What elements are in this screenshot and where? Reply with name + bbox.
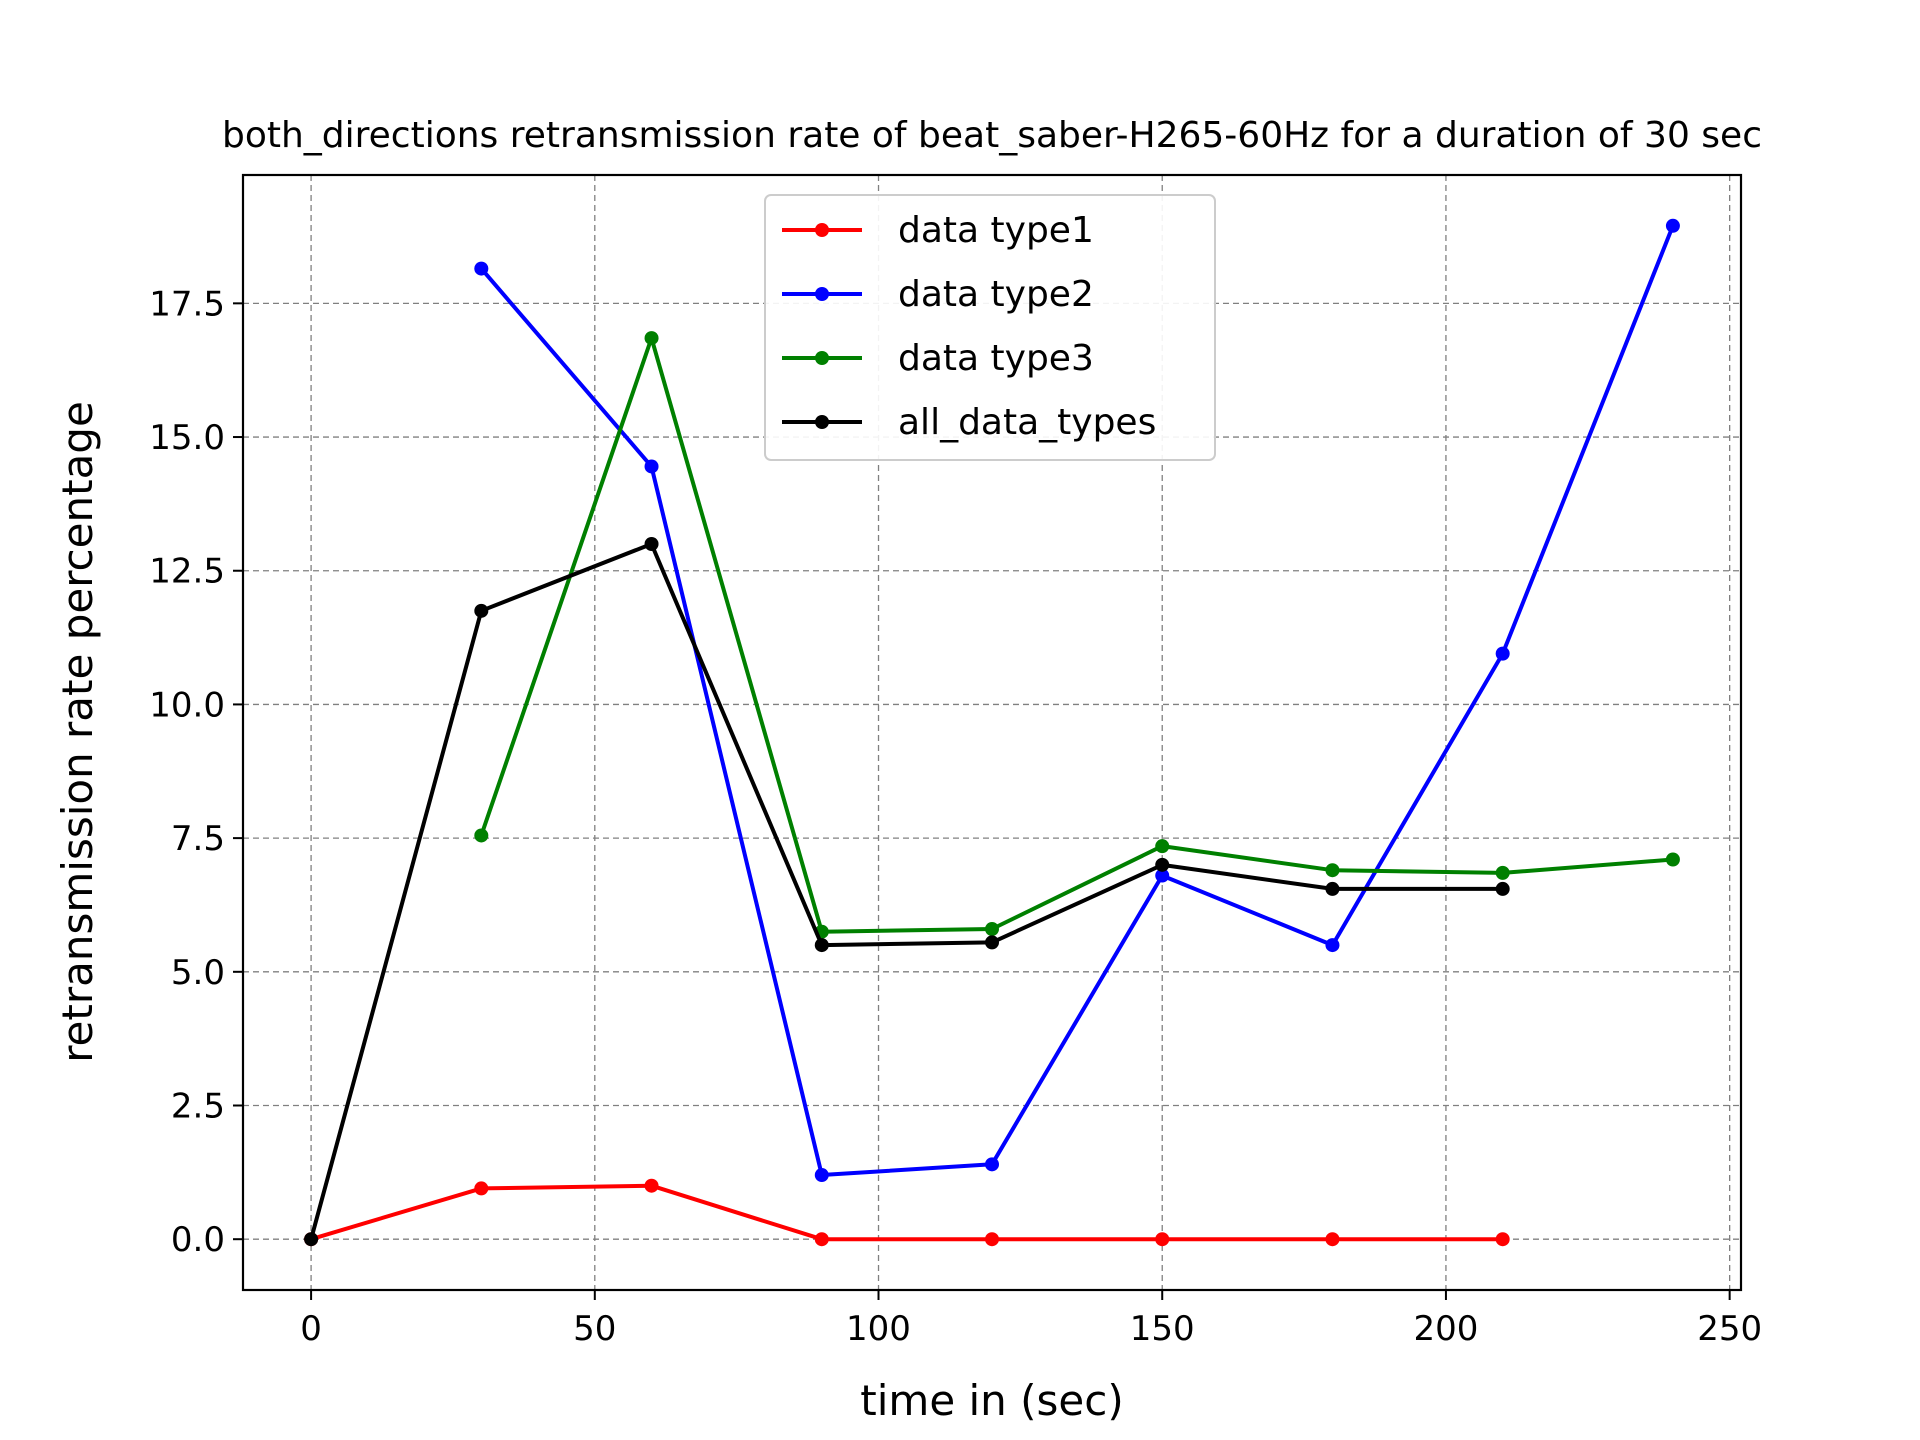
legend-item: data type2: [782, 274, 1094, 315]
legend-item: all_data_types: [782, 402, 1156, 443]
y-tick-label: 12.5: [149, 552, 225, 592]
y-tick-label: 17.5: [149, 284, 225, 324]
data-point: [1665, 218, 1680, 233]
series-line: [309, 542, 1503, 1240]
chart-title: both_directions retransmission rate of b…: [222, 115, 1762, 156]
data-point: [474, 603, 489, 618]
legend-label: all_data_types: [898, 402, 1156, 443]
data-point: [304, 1232, 319, 1247]
data-point: [985, 1157, 999, 1172]
data-point: [1155, 839, 1170, 854]
data-point: [1325, 863, 1340, 878]
plot-frame: [241, 173, 1743, 1292]
x-tick-label: 100: [846, 1309, 911, 1349]
legend-swatch-marker: [815, 351, 829, 365]
y-tick-label: 10.0: [149, 685, 225, 725]
series-data-type1: [304, 1178, 1510, 1247]
data-point: [1495, 1232, 1510, 1247]
data-point: [1155, 868, 1170, 883]
legend: data type1 data type2 data type3 all_data_t…: [764, 194, 1216, 461]
data-point: [644, 536, 659, 551]
legend-box: [764, 194, 1216, 461]
x-tick-label: 50: [573, 1309, 616, 1349]
data-point: [1325, 881, 1340, 896]
series-line: [479, 336, 1674, 934]
series-line: [479, 225, 1675, 1177]
data-point: [1325, 938, 1340, 953]
axis-ticks: 0 50 100 150 200 250 0.0 2.5 5.0 7.5 10.0 12.5 15.0 1…: [149, 284, 1762, 1349]
data-point: [1665, 852, 1680, 867]
data-point: [814, 1232, 829, 1247]
legend-item: data type3: [782, 338, 1094, 379]
series-data-type2: [474, 218, 1680, 1183]
y-tick-label: 15.0: [149, 418, 225, 458]
data-point: [1495, 881, 1510, 896]
legend-swatch-marker: [815, 287, 829, 301]
data-point: [474, 261, 489, 276]
data-point: [985, 1232, 999, 1247]
y-tick-label: 2.5: [171, 1087, 225, 1127]
y-tick-label: 0.0: [171, 1220, 225, 1260]
data-point: [644, 459, 659, 474]
series-lines: [304, 218, 1680, 1247]
data-point: [474, 1181, 489, 1196]
y-tick-label: 5.0: [171, 953, 225, 993]
data-point: [474, 828, 489, 843]
y-axis-label: retransmission rate percentage: [53, 401, 102, 1063]
data-point: [644, 1178, 659, 1193]
legend-item: data type1: [782, 210, 1094, 251]
data-point: [1155, 857, 1170, 872]
x-axis-label: time in (sec): [860, 1376, 1123, 1425]
legend-label: data type2: [898, 274, 1094, 315]
series-all-data-types: [304, 536, 1510, 1247]
data-point: [1495, 646, 1510, 661]
x-tick-label: 0: [300, 1309, 322, 1349]
data-point: [814, 938, 829, 953]
data-point: [1325, 1232, 1340, 1247]
legend-swatch-marker: [815, 223, 829, 237]
data-point: [814, 1168, 829, 1183]
data-point: [644, 331, 659, 346]
data-point: [1495, 865, 1510, 880]
x-tick-label: 250: [1697, 1309, 1762, 1349]
data-point: [985, 935, 999, 950]
legend-label: data type1: [898, 210, 1094, 251]
x-tick-label: 150: [1130, 1309, 1195, 1349]
data-point: [1155, 1232, 1170, 1247]
series-line: [310, 1183, 1503, 1242]
legend-label: data type3: [898, 338, 1094, 379]
x-tick-label: 200: [1413, 1309, 1478, 1349]
y-tick-label: 7.5: [171, 819, 225, 859]
series-data-type3: [474, 331, 1680, 939]
legend-swatch-marker: [815, 415, 829, 429]
data-point: [985, 922, 999, 937]
